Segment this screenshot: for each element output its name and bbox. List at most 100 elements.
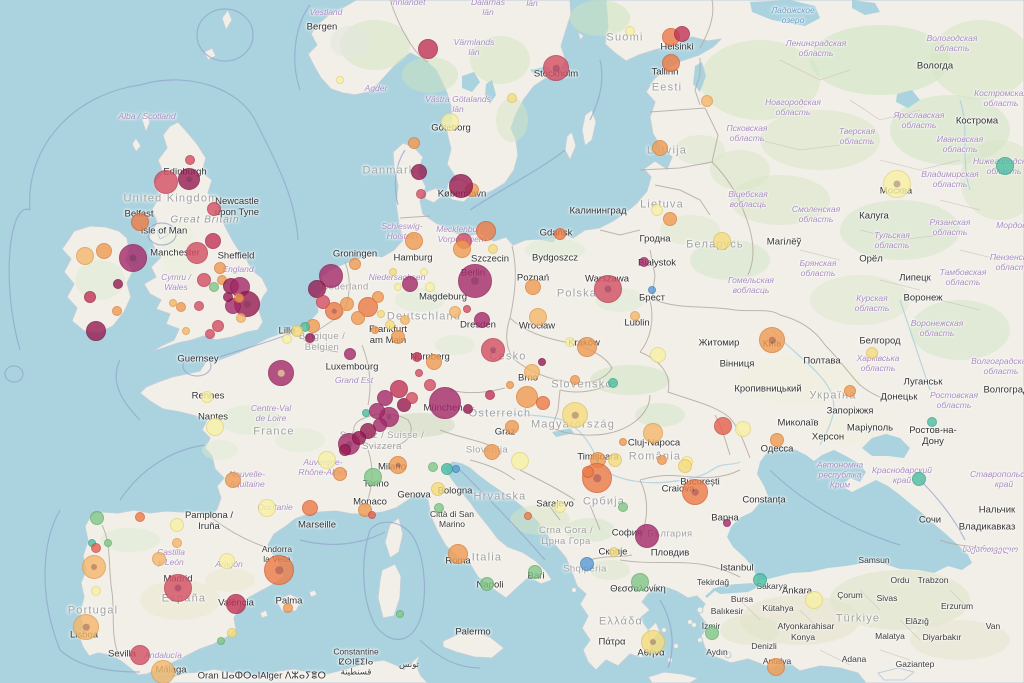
city-marker[interactable] (648, 286, 656, 294)
city-marker[interactable] (723, 519, 731, 527)
city-marker[interactable] (96, 243, 112, 259)
city-marker[interactable] (82, 555, 106, 579)
city-marker[interactable] (223, 292, 233, 302)
city-marker[interactable] (205, 329, 215, 339)
city-marker[interactable] (528, 565, 542, 579)
city-marker[interactable] (753, 573, 767, 587)
city-marker[interactable] (169, 299, 177, 307)
city-marker[interactable] (352, 431, 366, 445)
city-marker[interactable] (418, 39, 438, 59)
city-marker[interactable] (705, 626, 719, 640)
city-marker[interactable] (577, 337, 597, 357)
city-marker[interactable] (305, 333, 315, 343)
city-marker[interactable] (164, 574, 192, 602)
city-marker[interactable] (713, 232, 731, 250)
city-marker[interactable] (714, 417, 732, 435)
city-marker[interactable] (84, 291, 96, 303)
city-marker[interactable] (377, 390, 393, 406)
city-marker[interactable] (927, 417, 937, 427)
city-marker[interactable] (594, 275, 622, 303)
city-marker[interactable] (484, 444, 500, 460)
city-marker[interactable] (91, 543, 101, 553)
city-marker[interactable] (770, 433, 784, 447)
city-marker[interactable] (372, 291, 384, 303)
city-marker[interactable] (416, 189, 426, 199)
city-marker[interactable] (206, 418, 224, 436)
city-marker[interactable] (385, 320, 395, 330)
city-marker[interactable] (431, 482, 445, 496)
city-marker[interactable] (234, 293, 244, 303)
city-marker[interactable] (406, 392, 418, 404)
city-marker[interactable] (340, 297, 354, 311)
city-marker[interactable] (291, 325, 303, 337)
city-marker[interactable] (580, 557, 594, 571)
city-marker[interactable] (214, 262, 226, 274)
city-marker[interactable] (630, 311, 640, 321)
city-marker[interactable] (674, 26, 690, 42)
city-marker[interactable] (226, 594, 246, 614)
city-marker[interactable] (411, 164, 427, 180)
city-marker[interactable] (391, 330, 405, 344)
city-marker[interactable] (554, 228, 566, 240)
city-marker[interactable] (212, 320, 224, 332)
city-marker[interactable] (186, 242, 208, 264)
city-marker[interactable] (207, 202, 221, 216)
city-marker[interactable] (377, 310, 385, 318)
city-marker[interactable] (506, 381, 514, 389)
city-marker[interactable] (448, 544, 468, 564)
city-marker[interactable] (351, 311, 365, 325)
city-marker[interactable] (349, 258, 361, 270)
city-marker[interactable] (434, 503, 444, 513)
city-marker[interactable] (415, 369, 423, 377)
city-marker[interactable] (453, 240, 471, 258)
city-marker[interactable] (429, 387, 461, 419)
city-marker[interactable] (152, 552, 166, 566)
city-marker[interactable] (176, 302, 186, 312)
city-marker[interactable] (170, 518, 184, 532)
city-marker[interactable] (389, 268, 397, 276)
city-marker[interactable] (452, 465, 460, 473)
city-marker[interactable] (283, 603, 293, 613)
city-marker[interactable] (333, 467, 347, 481)
city-marker[interactable] (408, 137, 420, 149)
city-marker[interactable] (641, 630, 665, 654)
city-marker[interactable] (441, 113, 459, 131)
city-marker[interactable] (86, 321, 106, 341)
city-marker[interactable] (609, 547, 619, 557)
city-marker[interactable] (805, 591, 823, 609)
city-marker[interactable] (866, 347, 878, 359)
city-marker[interactable] (396, 610, 404, 618)
city-marker[interactable] (112, 306, 122, 316)
city-marker[interactable] (135, 512, 145, 522)
city-marker[interactable] (389, 456, 407, 474)
city-marker[interactable] (76, 247, 94, 265)
city-marker[interactable] (197, 273, 211, 287)
city-marker[interactable] (488, 244, 498, 254)
city-marker[interactable] (570, 375, 580, 385)
city-marker[interactable] (219, 553, 235, 569)
city-marker[interactable] (844, 385, 856, 397)
city-marker[interactable] (759, 327, 785, 353)
city-marker[interactable] (402, 276, 418, 292)
city-marker[interactable] (344, 348, 356, 360)
city-marker[interactable] (554, 501, 566, 513)
city-marker[interactable] (90, 511, 104, 525)
city-marker[interactable] (883, 170, 911, 198)
city-marker[interactable] (358, 297, 378, 317)
city-marker[interactable] (562, 402, 588, 428)
city-marker[interactable] (529, 308, 547, 326)
city-marker[interactable] (631, 573, 649, 591)
city-marker[interactable] (336, 76, 344, 84)
city-marker[interactable] (618, 502, 628, 512)
city-marker[interactable] (113, 279, 123, 289)
city-marker[interactable] (516, 386, 538, 408)
city-marker[interactable] (405, 232, 423, 250)
city-marker[interactable] (608, 453, 622, 467)
city-marker[interactable] (225, 472, 241, 488)
city-marker[interactable] (608, 378, 618, 388)
city-marker[interactable] (449, 306, 461, 318)
city-marker[interactable] (154, 170, 178, 194)
city-marker[interactable] (424, 379, 436, 391)
city-marker[interactable] (264, 555, 294, 585)
